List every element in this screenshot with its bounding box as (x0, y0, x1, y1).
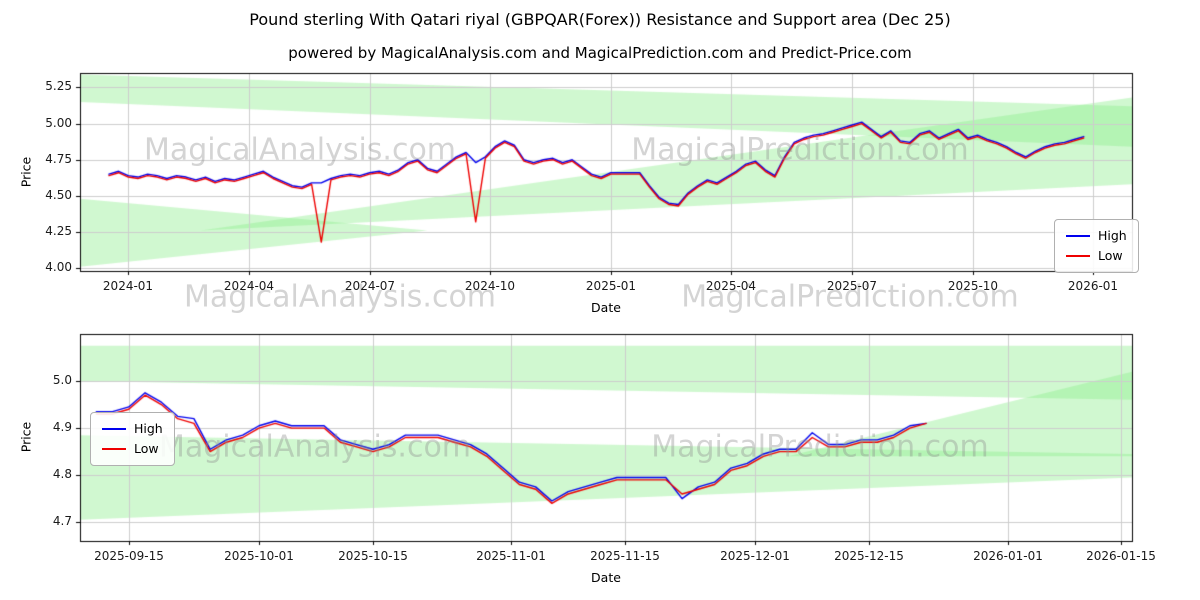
x-tick-label: 2024-07 (344, 279, 396, 293)
x-tick-label: 2025-07 (826, 279, 878, 293)
y-tick-label: 4.8 (52, 467, 72, 481)
x-tick-label: 2024-04 (223, 279, 275, 293)
x-tick-label: 2024-01 (102, 279, 154, 293)
x-tick-label: 2026-01-15 (1086, 549, 1156, 563)
watermark-prediction: MagicalPrediction.com (681, 279, 1019, 315)
x-tick-label: 2025-11-15 (590, 549, 660, 563)
x-tick-label: 2025-12-01 (720, 549, 790, 563)
legend-label: Low (134, 441, 159, 456)
legend-entry-low: Low (102, 439, 163, 459)
legend-entry-high: High (1066, 226, 1127, 246)
watermark-prediction: MagicalPrediction.com (651, 429, 989, 465)
bottom-chart-xaxis-label: Date (591, 570, 621, 585)
x-tick-label: 2026-01-01 (973, 549, 1043, 563)
x-tick-label: 2025-09-15 (94, 549, 164, 563)
bottom-chart-legend: High Low (90, 412, 175, 466)
x-tick-label: 2025-10 (947, 279, 999, 293)
y-tick-label: 5.00 (45, 116, 72, 130)
y-tick-label: 5.0 (52, 373, 72, 387)
y-tick-label: 4.50 (45, 188, 72, 202)
y-tick-label: 4.00 (45, 260, 72, 274)
x-tick-label: 2025-12-15 (834, 549, 904, 563)
y-tick-label: 4.25 (45, 224, 72, 238)
figure-title: Pound sterling With Qatari riyal (GBPQAR… (249, 10, 951, 29)
y-tick-label: 4.7 (52, 514, 72, 528)
low-line-swatch (1066, 255, 1090, 257)
high-line-swatch (1066, 235, 1090, 237)
legend-label: High (134, 421, 163, 436)
high-line-swatch (102, 428, 126, 430)
watermark-analysis: MagicalAnalysis.com (183, 279, 497, 315)
legend-entry-low: Low (1066, 246, 1127, 266)
x-tick-label: 2026-01 (1067, 279, 1119, 293)
legend-entry-high: High (102, 419, 163, 439)
top-chart-xaxis-label: Date (591, 300, 621, 315)
x-tick-label: 2025-01 (585, 279, 637, 293)
x-tick-label: 2024-10 (464, 279, 516, 293)
low-line-swatch (102, 448, 126, 450)
watermark-analysis: MagicalAnalysis.com (158, 429, 472, 465)
watermark-analysis: MagicalAnalysis.com (143, 132, 457, 168)
top-chart-legend: High Low (1054, 219, 1139, 273)
x-tick-label: 2025-10-01 (224, 549, 294, 563)
y-tick-label: 4.75 (45, 152, 72, 166)
y-tick-label: 5.25 (45, 79, 72, 93)
x-tick-label: 2025-11-01 (476, 549, 546, 563)
figure-subtitle: powered by MagicalAnalysis.com and Magic… (288, 44, 912, 62)
legend-label: High (1098, 228, 1127, 243)
x-tick-label: 2025-04 (705, 279, 757, 293)
legend-label: Low (1098, 248, 1123, 263)
watermark-prediction: MagicalPrediction.com (631, 132, 969, 168)
y-tick-label: 4.9 (52, 420, 72, 434)
x-tick-label: 2025-10-15 (338, 549, 408, 563)
